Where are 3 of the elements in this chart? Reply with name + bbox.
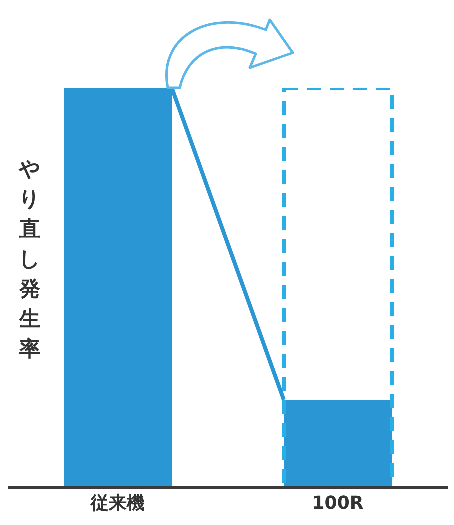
y-axis-title: やり直し発生率: [18, 157, 41, 361]
x-tick-label: 従来機: [90, 492, 145, 514]
x-tick-label: 100R: [312, 492, 364, 514]
